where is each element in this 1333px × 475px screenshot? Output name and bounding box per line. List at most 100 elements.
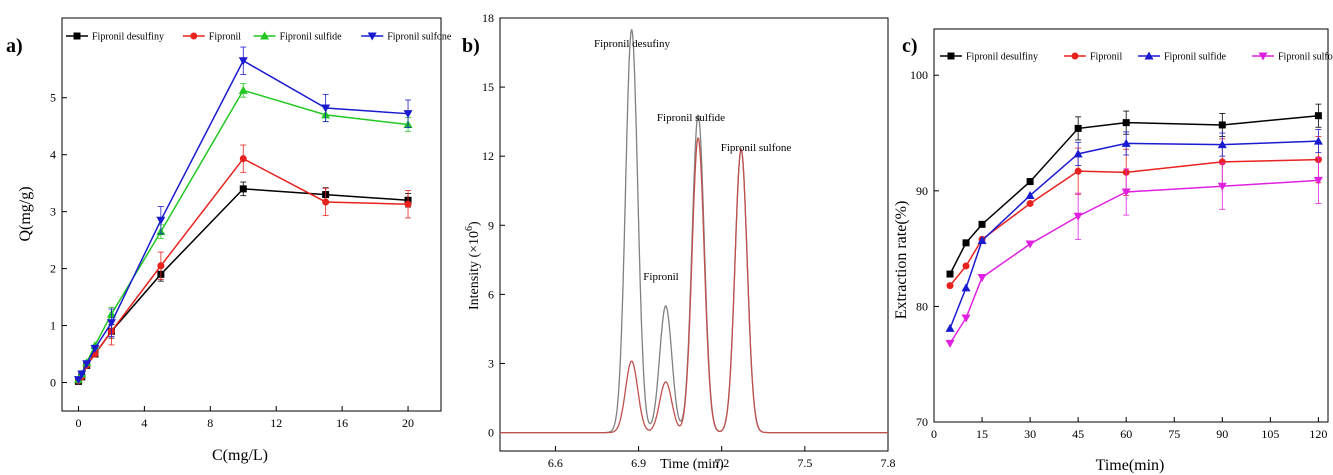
panel-c-xtick-label-105: 105 — [1261, 427, 1279, 441]
panel-a-point-fipronil-sulfone-2 — [82, 360, 92, 369]
panel-a-legend: Fipronil desulfiny Fipronil Fipronil sulfi… — [66, 31, 452, 43]
panel-b-plot — [500, 29, 888, 434]
panel-c-point-fipronil-sulfone-6 — [1217, 182, 1227, 191]
panel-c-xlabel: Time(min) — [1096, 457, 1165, 474]
panel-b-xtick-label-6-6: 6.6 — [548, 456, 563, 470]
panel-a-frame — [61, 17, 442, 412]
panel-c-ytick-label-70: 70 — [916, 415, 928, 429]
panel-c-ytick-label-100: 100 — [910, 68, 928, 82]
panel-c-ytick-label-80: 80 — [916, 299, 928, 313]
panel-c-legend-marker-fipronil-desulfiny — [947, 52, 955, 60]
panel-b-trace-0 — [500, 29, 888, 434]
panel-c-legend-label-fipronil-desulfiny: Fipronil desulfiny — [966, 52, 1038, 63]
panel-a-series-line-fipronil-sulfone — [77, 59, 409, 381]
panel-c-point-fipronil-desulfiny-0 — [946, 270, 954, 278]
panel-c-point-fipronil-0 — [946, 282, 954, 290]
panel-c-xtick-label-120: 120 — [1309, 427, 1327, 441]
panel-c-point-fipronil-6 — [1218, 158, 1226, 166]
panel-b: b) Time (min) Intensity (×106) 6.6 6.9 7.2… — [462, 11, 896, 472]
panel-b-xtick-label-6-9: 6.9 — [631, 456, 646, 470]
panel-c-point-fipronil-sulfide-2 — [977, 236, 987, 245]
panel-c-xtick-label-90: 90 — [1216, 427, 1228, 441]
panel-c-legend-marker-fipronil-sulfone — [1258, 52, 1268, 61]
panel-b-label: b) — [462, 35, 480, 57]
panel-c-point-fipronil-sulfide-7 — [1313, 136, 1323, 145]
panel-c-legend-label-fipronil-sulfide: Fipronil sulfide — [1164, 52, 1227, 63]
panel-a-legend-label-fipronil-desulfiny: Fipronil desulfiny — [92, 32, 164, 43]
panel-b-ylabel-sup: 6 — [464, 226, 475, 231]
panel-c-xtick-label-15: 15 — [976, 427, 988, 441]
panel-a-series-line-fipronil-desulfiny — [77, 188, 409, 382]
panel-c-legend: Fipronil desulfiny Fipronil Fipronil sulfi… — [940, 51, 1333, 63]
panel-b-ytick-label-15: 15 — [482, 80, 494, 94]
panel-b-xtick-label-7-8: 7.8 — [881, 456, 896, 470]
panel-a-legend-marker-fipronil-sulfone — [367, 32, 377, 41]
panel-a-point-fipronil-desulfiny-6 — [239, 185, 247, 193]
panel-c-xtick-label-60: 60 — [1120, 427, 1132, 441]
panel-c-xtick-label-0: 0 — [931, 427, 937, 441]
panel-c-point-fipronil-sulfone-7 — [1313, 176, 1323, 185]
panel-c-point-fipronil-desulfiny-2 — [978, 220, 986, 228]
panel-a-point-fipronil-6 — [239, 155, 247, 163]
panel-a-ytick-label-0: 0 — [50, 376, 56, 390]
panel-b-ylabel-main: Intensity (×10 — [467, 231, 482, 310]
panel-c-point-fipronil-sulfide-4 — [1073, 149, 1083, 158]
panel-a-point-fipronil-8 — [404, 200, 412, 208]
panel-a-point-fipronil-sulfone-1 — [77, 370, 87, 379]
panel-c: c) Time(min) Extraction rate(%) 0 15 30 45 6… — [893, 28, 1333, 474]
panel-c-point-fipronil-sulfone-1 — [961, 314, 971, 323]
panel-c-point-fipronil-sulfone-3 — [1025, 240, 1035, 249]
panel-b-ylabel-close: ) — [467, 221, 482, 226]
panel-c-series-line-fipronil-sulfide — [949, 140, 1319, 329]
panel-a-xtick-label-8: 8 — [207, 416, 213, 430]
panel-c-point-fipronil-desulfiny-7 — [1314, 112, 1322, 120]
panel-a-legend-label-fipronil: Fipronil — [209, 32, 241, 43]
panel-c-label: c) — [902, 35, 918, 57]
panel-a-xtick-label-16: 16 — [336, 416, 348, 430]
panel-c-legend-marker-fipronil — [1071, 52, 1079, 60]
panel-a-legend-marker-fipronil-sulfide — [260, 31, 270, 40]
panel-c-point-fipronil-4 — [1074, 167, 1082, 175]
panel-a-ytick-label-5: 5 — [50, 91, 56, 105]
panel-a-label: a) — [6, 35, 23, 57]
panel-c-xtick-label-30: 30 — [1024, 427, 1036, 441]
annotation-fipronil-desufiny: Fipronil desufiny — [594, 38, 671, 50]
panel-c-series-line-fipronil — [949, 158, 1319, 287]
panel-b-xtick-label-7-5: 7.5 — [797, 456, 812, 470]
panel-c-point-fipronil-3 — [1026, 200, 1034, 208]
panel-a-xtick-label-4: 4 — [141, 416, 147, 430]
panel-a-point-fipronil-sulfone-7 — [321, 104, 331, 113]
panel-b-frame — [499, 17, 889, 452]
panel-c-point-fipronil-desulfiny-6 — [1218, 121, 1226, 129]
panel-a-point-fipronil-5 — [157, 262, 165, 270]
panel-a-point-fipronil-sulfone-5 — [156, 216, 166, 225]
panel-b-ytick-label-12: 12 — [482, 149, 494, 163]
panel-b-xlabel: Time (min) — [660, 457, 724, 472]
panel-c-point-fipronil-desulfiny-1 — [962, 239, 970, 247]
panel-b-ytick-label-0: 0 — [488, 426, 494, 440]
panel-a-legend-label-fipronil-sulfone: Fipronil sulfone — [387, 32, 452, 43]
panel-a-series-line-fipronil-sulfide — [77, 89, 409, 381]
panel-b-ticks: 6.6 6.9 7.2 7.5 7.8 0 3 6 9 12 15 18 — [482, 11, 896, 470]
panel-c-point-fipronil-1 — [962, 262, 970, 270]
panel-a-xtick-label-0: 0 — [75, 416, 81, 430]
panel-c-point-fipronil-desulfiny-3 — [1026, 178, 1034, 186]
panel-c-point-fipronil-desulfiny-4 — [1074, 124, 1082, 132]
panel-a-xlabel: C(mg/L) — [212, 447, 268, 464]
panel-b-ytick-label-6: 6 — [488, 287, 494, 301]
panel-b-trace-1 — [500, 137, 888, 434]
panel-c-legend-label-fipronil: Fipronil — [1090, 52, 1122, 63]
panel-a-ytick-label-3: 3 — [50, 205, 56, 219]
panel-c-point-fipronil-sulfide-0 — [945, 323, 955, 332]
panel-c-ytick-label-90: 90 — [916, 184, 928, 198]
panel-a-ylabel: Q(mg/g) — [17, 186, 34, 241]
panel-c-ticks: 0 15 30 45 60 75 90 105 120 70 80 90 100 — [910, 68, 1327, 441]
panel-a-ytick-label-1: 1 — [50, 319, 56, 333]
panel-a-point-fipronil-sulfone-3 — [90, 344, 100, 353]
annotation-fipronil: Fipronil — [643, 271, 678, 283]
panel-a-point-fipronil-sulfone-4 — [106, 319, 116, 328]
panel-b-ytick-label-9: 9 — [488, 218, 494, 232]
panel-c-point-fipronil-sulfide-1 — [961, 283, 971, 292]
